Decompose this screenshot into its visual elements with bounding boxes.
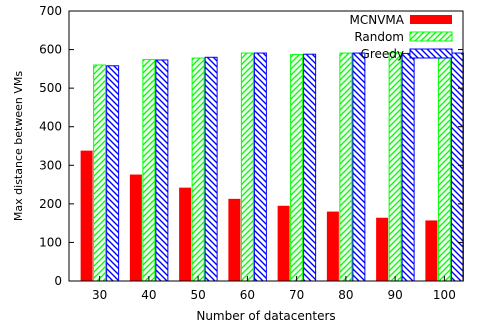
x-tick-label: 70 (289, 288, 304, 302)
y-tick-label: 700 (39, 4, 62, 18)
y-tick-label: 100 (39, 235, 62, 249)
bar-random-40 (142, 59, 156, 282)
y-tick-label: 200 (39, 197, 62, 211)
bar-greedy-70 (303, 53, 317, 282)
bar-random-50 (191, 57, 205, 282)
legend-swatch-greedy (409, 48, 453, 59)
legend-swatch-mcnvma (410, 15, 452, 24)
bar-random-100 (437, 54, 451, 282)
bar-mcnvma-70 (277, 205, 290, 281)
bar-random-90 (388, 52, 402, 282)
bar-random-70 (290, 54, 304, 282)
x-tick-label: 40 (141, 288, 156, 302)
bar-greedy-90 (401, 52, 415, 282)
bar-mcnvma-90 (376, 217, 389, 281)
x-tick-label: 60 (240, 288, 255, 302)
bar-mcnvma-30 (80, 150, 93, 281)
x-tick-label: 100 (433, 288, 456, 302)
y-tick-label: 0 (54, 274, 62, 288)
x-tick-label: 80 (338, 288, 353, 302)
y-tick-label: 400 (39, 120, 62, 134)
bar-greedy-30 (106, 65, 120, 282)
bar-mcnvma-40 (129, 174, 142, 281)
axes-layer: 0 100 200 300 400 500 600 700 30 40 50 60 70 80 90 100 N… (12, 4, 464, 323)
x-tick-label: 50 (190, 288, 205, 302)
bar-mcnvma-100 (425, 220, 438, 281)
bar-random-60 (240, 52, 254, 282)
bar-mcnvma-80 (326, 211, 339, 281)
legend: MCNVMA Random Greedy (350, 13, 453, 61)
x-tick-label: 90 (387, 288, 402, 302)
bar-mcnvma-50 (179, 187, 192, 281)
bar-greedy-100 (450, 52, 464, 282)
bar-greedy-40 (155, 59, 169, 282)
legend-label-random: Random (354, 30, 404, 44)
y-tick-label: 300 (39, 158, 62, 172)
x-axis-label: Number of datacenters (196, 309, 335, 323)
y-axis-label: Max distance between VMs (12, 71, 25, 221)
legend-swatch-random (409, 31, 453, 42)
bar-greedy-80 (352, 52, 366, 282)
plot-frame (68, 10, 464, 282)
y-tick-label: 500 (39, 81, 62, 95)
bar-greedy-60 (253, 52, 267, 282)
bar-greedy-50 (204, 56, 218, 282)
bar-random-30 (93, 64, 107, 282)
x-tick-label: 30 (92, 288, 107, 302)
bar-random-80 (339, 52, 353, 282)
y-tick-label: 600 (39, 43, 62, 57)
legend-label-mcnvma: MCNVMA (350, 13, 405, 27)
bars-layer (80, 52, 464, 282)
legend-label-greedy: Greedy (361, 47, 404, 61)
bar-mcnvma-60 (228, 198, 241, 281)
